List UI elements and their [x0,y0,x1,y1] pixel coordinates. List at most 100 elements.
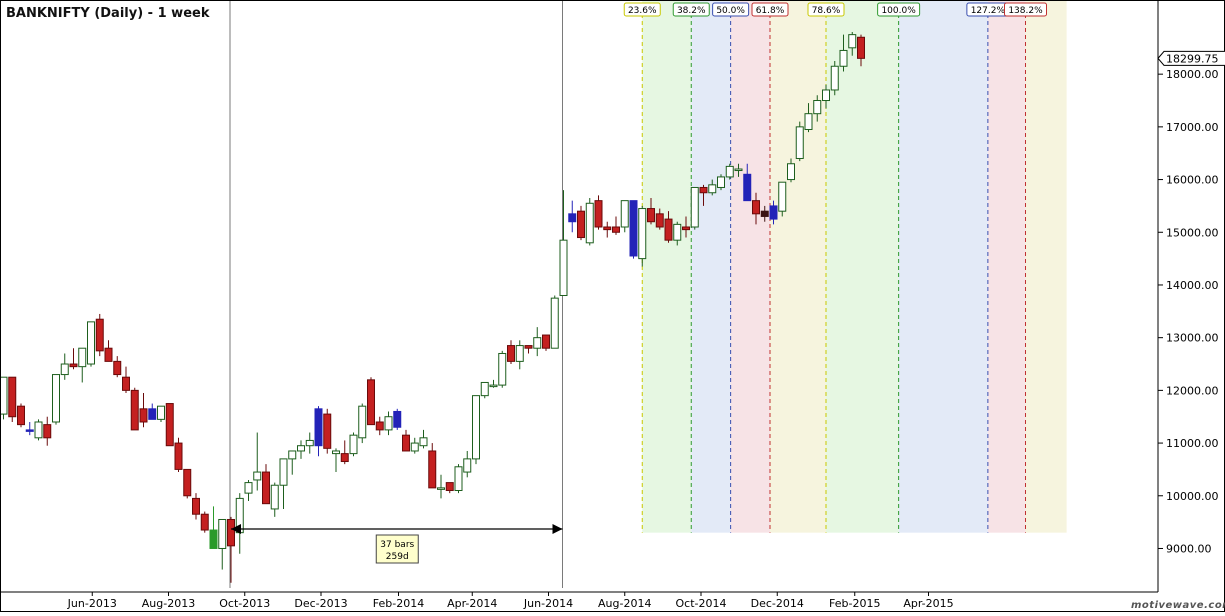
candle-body [507,345,515,362]
candle-body [787,163,795,181]
fib-label-box [807,2,845,17]
candle-body [839,49,848,67]
candle-body [612,226,620,233]
fib-label: 23.6% [628,6,657,16]
candle-body [848,34,857,49]
fib-label-box [672,2,710,17]
time-cycle-measure: 37 bars 259d [231,524,563,564]
candle-body [192,497,200,515]
candle-body [437,487,445,490]
fib-zone-band [730,0,770,533]
candle-body [725,165,734,178]
candle-body [585,202,594,244]
last-price-label: 18299.75 [1166,52,1219,65]
fib-label-box [712,2,750,17]
candle-body [384,416,393,431]
fib-label-box [623,2,661,17]
candle-body [419,437,428,447]
candle-body [655,213,664,228]
candle-body [743,173,752,202]
candle-body [568,213,577,223]
candle-body [524,345,533,349]
candle-body [375,421,384,431]
candle-body [708,184,717,194]
fib-label: 127.2% [971,6,1006,16]
candle-body [734,168,743,172]
candle-body [804,113,813,130]
y-tick-label: 11000.00 [1166,437,1219,450]
candle-body [200,513,209,531]
x-tick-label: Dec-2014 [751,597,804,610]
candle-body [752,200,760,215]
candle-body [498,352,507,386]
y-tick-label: 13000.00 [1166,332,1219,345]
x-tick-label: Apr-2014 [447,597,497,610]
candle-body [463,458,472,473]
candle-body [209,529,218,549]
fib-zone-band [987,0,1026,533]
fib-label-box [1004,2,1047,17]
x-tick-label: Feb-2014 [373,597,424,610]
y-tick-label: 18000.00 [1166,68,1219,81]
candle-body [340,453,349,463]
candle-body [795,126,804,159]
fib-label-box [877,2,921,17]
x-tick-label: Aug-2014 [598,597,651,610]
candle-body [17,405,25,426]
candle-body [113,360,122,376]
candle-body [813,100,822,115]
x-tick-label: Jun-2014 [523,597,573,610]
candle-body [620,200,629,228]
measure-bars-label: 37 bars [380,540,414,550]
candle-body [279,458,288,486]
candle-body [104,347,113,362]
candle-body [130,389,139,431]
fib-labels: 23.6% 38.2% 50.0% 61.8% 78.6% 100.0% 127.2% 138… [623,2,1047,17]
candle-body [778,181,787,212]
fib-label-box [751,2,789,17]
candle-body [349,434,358,455]
fib-zone-band [898,0,988,533]
candle-body [87,321,95,365]
candle-body [664,218,673,241]
y-tick-label: 12000.00 [1166,384,1219,397]
candle-body [410,442,419,452]
candle-body [717,176,725,188]
candle-body [647,208,655,223]
candle-body [673,223,682,241]
last-price-box [1157,50,1225,66]
fib-label: 38.2% [677,6,706,16]
candle-body [472,395,480,460]
candle-body [34,421,43,439]
candle-body [454,466,463,492]
chart-title: BANKNIFTY (Daily) - 1 week [6,6,210,21]
candle-body [857,36,865,59]
fib-zone-band [691,0,731,533]
x-tick-label: Jun-2013 [67,597,117,610]
candle-body [699,186,708,194]
candle-body [332,450,340,455]
candle-body [25,429,34,432]
x-tick-label: Oct-2014 [676,597,727,610]
candle-body [760,210,769,217]
candle-body [43,424,52,439]
fib-label: 100.0% [881,6,916,16]
x-tick-label: Oct-2013 [219,597,270,610]
candle-body [165,403,174,447]
candle-body [0,376,8,415]
candle-body [402,434,410,452]
candle-body [244,482,253,494]
candle-body [367,379,375,426]
measure-label-box [375,534,419,564]
candle-body [769,205,778,220]
candle-body [95,318,104,352]
candle-body [489,384,498,388]
candle-body [305,439,314,447]
y-tick-label: 16000.00 [1166,174,1219,187]
candle-body [323,413,332,449]
candle-body [480,381,489,397]
candle-body [594,200,603,228]
candle-body [227,518,235,547]
